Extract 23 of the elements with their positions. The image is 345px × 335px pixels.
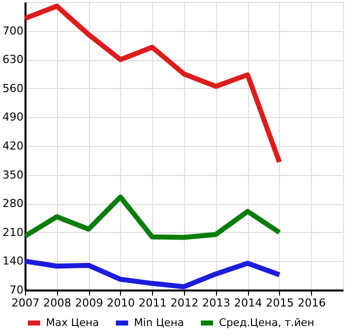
y-tick-label: 70 [10, 284, 24, 296]
x-tick-label: 2009 [75, 296, 104, 310]
x-tick-label: 2008 [43, 296, 72, 310]
legend-label: Min Цена [134, 317, 184, 329]
x-tick-label: 2010 [106, 296, 135, 310]
x-tick-label: 2011 [138, 296, 167, 310]
legend-label: Max Цена [46, 317, 99, 329]
x-tick-label: 2012 [170, 296, 198, 310]
y-tick-label: 630 [2, 53, 24, 66]
y-tick-label: 420 [2, 140, 24, 152]
y-tick-label: 210 [2, 226, 24, 239]
x-tick-label: 2014 [234, 296, 262, 310]
x-tick-label: 2016 [298, 296, 326, 310]
legend-label: Сред.Цена, т.йен [219, 317, 314, 329]
x-tick-label: 2015 [266, 296, 294, 310]
y-tick-label: 490 [2, 110, 24, 124]
y-tick-label: 350 [2, 168, 24, 182]
y-tick-label: 280 [2, 197, 24, 210]
x-tick-label: 2007 [12, 296, 40, 310]
y-tick-label: 560 [2, 82, 24, 95]
y-tick-label: 140 [2, 254, 24, 268]
y-tick-label: 700 [2, 24, 24, 38]
x-tick-label: 2013 [202, 296, 230, 310]
